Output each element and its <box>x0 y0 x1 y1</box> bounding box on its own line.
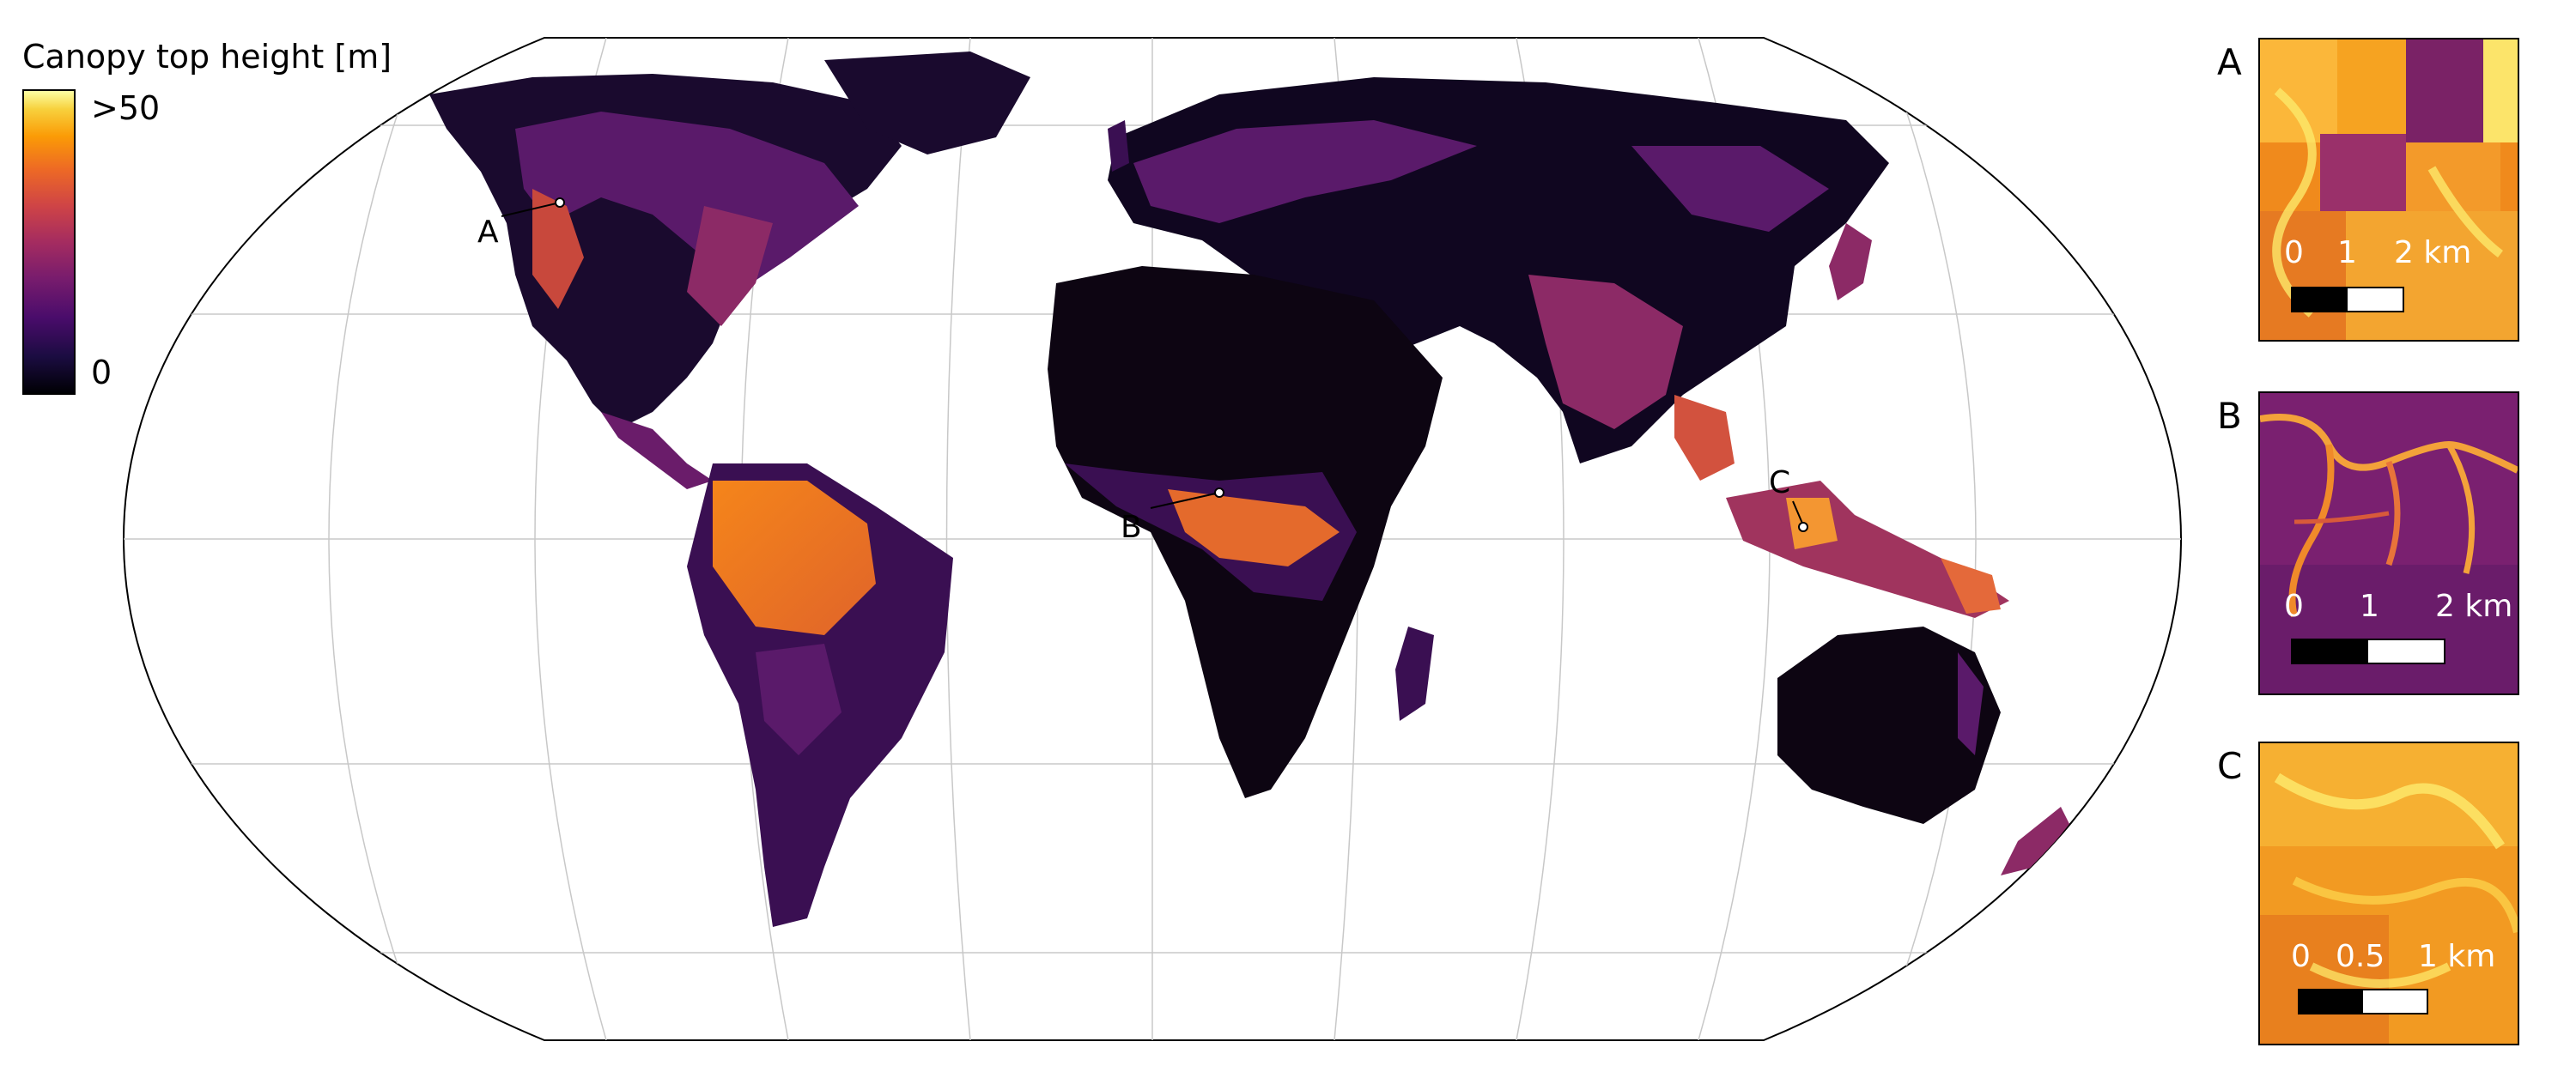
site-markers: A B C <box>477 197 1808 545</box>
colorbar-max-label: >50 <box>91 89 161 127</box>
panel-b-scale-label-1: 1 <box>2360 589 2379 624</box>
panel-c-scale-label-1: 0.5 <box>2336 939 2385 974</box>
site-label-b: B <box>1121 510 1142 545</box>
panel-c-letter: C <box>2217 745 2243 787</box>
panel-a-scale-label-2: 2 km <box>2394 235 2472 270</box>
site-marker-c <box>1798 522 1808 532</box>
panel-b-letter: B <box>2217 395 2242 437</box>
japan <box>1829 223 1872 300</box>
colorbar-min-label: 0 <box>91 354 112 391</box>
land-masses <box>429 51 2069 927</box>
site-label-c: C <box>1769 465 1790 500</box>
panel-c-scale-label-0: 0 <box>2291 939 2311 974</box>
site-marker-a <box>555 197 565 208</box>
panel-a-scale-label-1: 1 <box>2337 235 2357 270</box>
legend-title: Canopy top height [m] <box>22 38 392 76</box>
panel-b-scale-label-0: 0 <box>2284 589 2304 624</box>
madagascar <box>1395 627 1434 721</box>
australia <box>1777 627 2001 824</box>
new-zealand <box>2001 807 2069 875</box>
panel-b-scale-bar <box>2291 639 2445 664</box>
site-marker-b <box>1214 488 1224 498</box>
world-map: A B C <box>122 37 2183 1041</box>
panel-a-scale-label-0: 0 <box>2284 235 2304 270</box>
panel-c-scale-label-2: 1 km <box>2418 939 2496 974</box>
greenland <box>824 51 1030 154</box>
panel-b-scale-label-2: 2 km <box>2435 589 2513 624</box>
panel-a-letter: A <box>2217 41 2242 83</box>
panel-c-scale-bar <box>2298 989 2428 1014</box>
british-isles <box>1108 120 1129 172</box>
central-america <box>601 412 713 489</box>
inset-panel-a <box>2258 38 2519 342</box>
site-label-a: A <box>477 215 499 250</box>
panel-a-scale-bar <box>2291 287 2404 312</box>
colorbar <box>22 89 76 395</box>
